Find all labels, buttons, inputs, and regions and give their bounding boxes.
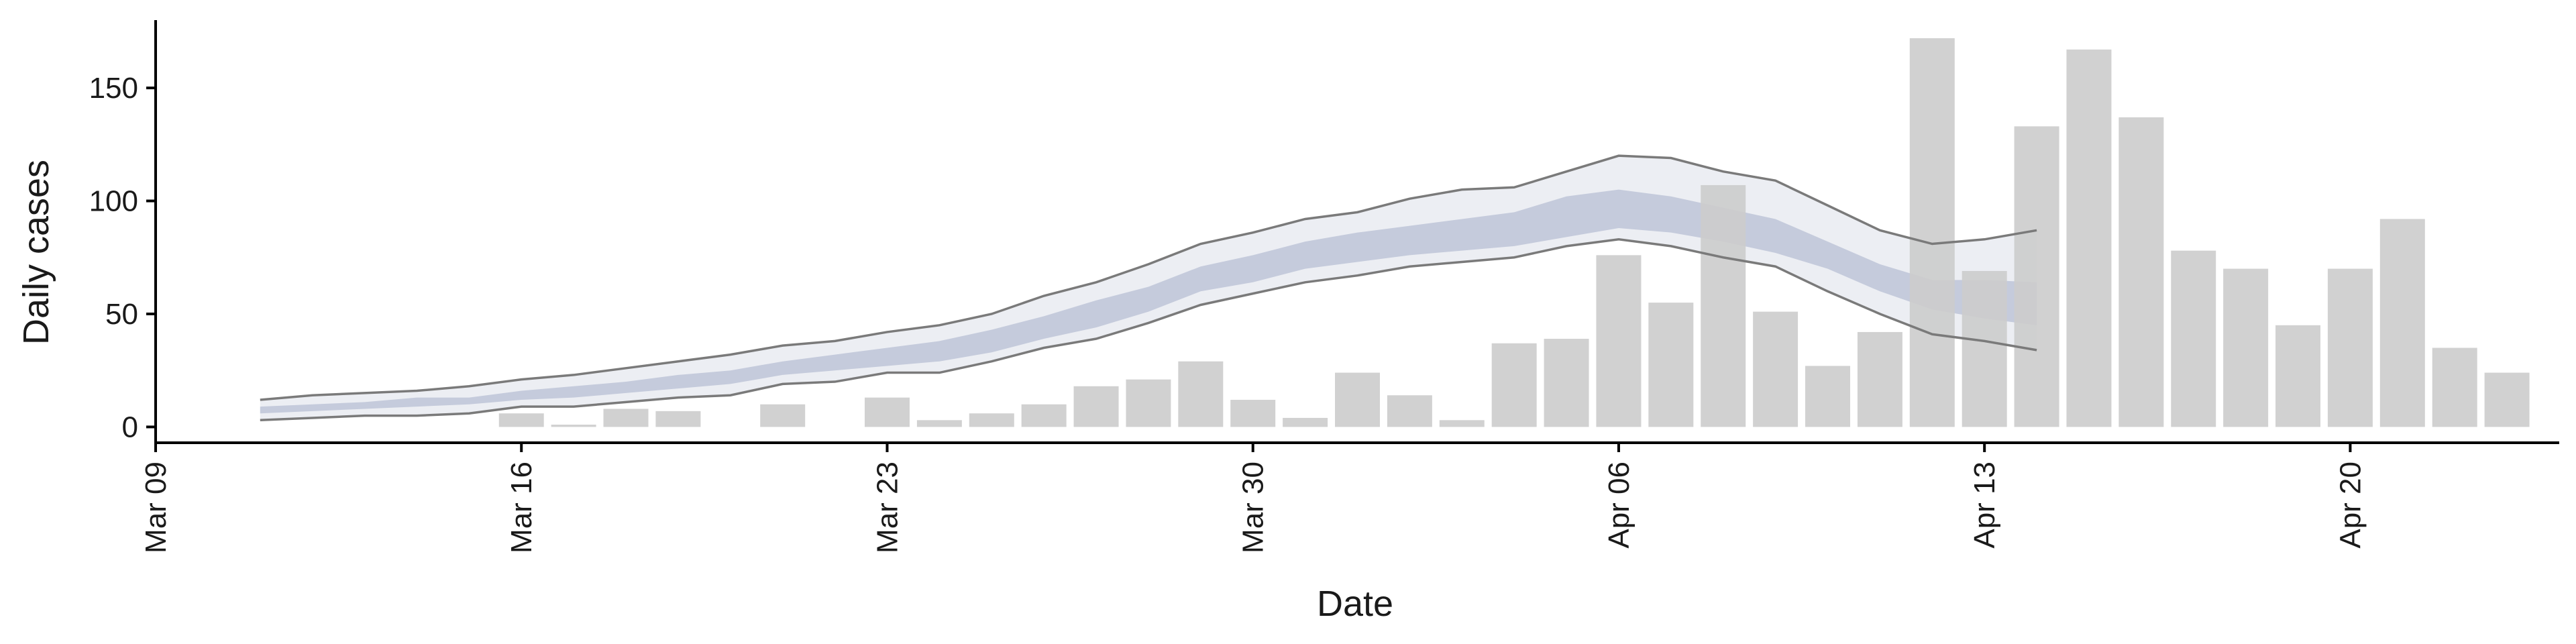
x-axis-title: Date bbox=[1317, 584, 1393, 624]
y-tick-label-100: 100 bbox=[89, 185, 138, 218]
y-axis-title: Daily cases bbox=[16, 160, 56, 345]
lower-bound-line bbox=[260, 238, 2037, 422]
bar-2020-03-17 bbox=[551, 425, 596, 427]
x-tick-label-2020-03-30: Mar 30 bbox=[1237, 462, 1270, 553]
x-tick-label-2020-04-06: Apr 06 bbox=[1603, 462, 1635, 549]
bar-2020-04-11 bbox=[1857, 331, 1902, 427]
bar-2020-04-06 bbox=[1596, 255, 1642, 427]
bar-2020-03-19 bbox=[655, 411, 701, 427]
bar-2020-03-23 bbox=[864, 397, 910, 427]
bar-2020-04-01 bbox=[1335, 372, 1380, 427]
bar-2020-04-19 bbox=[2275, 325, 2321, 427]
x-tick-label-2020-03-16: Mar 16 bbox=[505, 462, 538, 553]
bar-2020-04-21 bbox=[2379, 219, 2425, 427]
y-tick-label-50: 50 bbox=[105, 298, 138, 331]
bar-2020-04-02 bbox=[1387, 395, 1432, 427]
bar-2020-04-15 bbox=[2066, 49, 2112, 427]
x-tick-label-2020-04-13: Apr 13 bbox=[1968, 462, 2001, 549]
bar-2020-03-29 bbox=[1178, 361, 1224, 427]
axis-layer: 0 50 100 150 Mar 09 Mar 16 Mar 23 Mar 30 Apr 06 A… bbox=[89, 20, 2559, 553]
bar-2020-03-25 bbox=[969, 413, 1014, 427]
bar-2020-04-22 bbox=[2432, 347, 2477, 427]
bar-2020-04-05 bbox=[1544, 339, 1589, 427]
bar-2020-04-13 bbox=[1962, 270, 2007, 427]
bar-2020-04-14 bbox=[2014, 126, 2059, 427]
bar-2020-04-20 bbox=[2327, 268, 2373, 427]
bar-2020-04-08 bbox=[1701, 184, 1746, 427]
bar-2020-04-09 bbox=[1753, 311, 1799, 427]
bar-2020-04-04 bbox=[1491, 343, 1537, 427]
band-50-area bbox=[260, 189, 2037, 414]
bar-2020-04-12 bbox=[1909, 38, 1955, 427]
bar-2020-03-30 bbox=[1230, 399, 1276, 427]
bar-2020-04-03 bbox=[1439, 420, 1485, 427]
bar-2020-03-26 bbox=[1021, 404, 1067, 427]
bound-line-layer bbox=[260, 154, 2037, 422]
y-tick-label-150: 150 bbox=[89, 72, 138, 105]
bar-2020-03-24 bbox=[916, 420, 962, 427]
bar-2020-04-07 bbox=[1648, 303, 1694, 427]
bar-2020-03-18 bbox=[603, 409, 649, 427]
bar-2020-04-10 bbox=[1805, 366, 1851, 427]
x-tick-label-2020-03-09: Mar 09 bbox=[140, 462, 172, 553]
bar-2020-04-18 bbox=[2223, 268, 2269, 427]
bar-2020-04-23 bbox=[2484, 372, 2530, 427]
upper-bound-line bbox=[260, 154, 2037, 401]
bar-2020-03-16 bbox=[498, 413, 544, 427]
x-tick-label-2020-03-23: Mar 23 bbox=[871, 462, 904, 553]
bar-2020-03-28 bbox=[1126, 379, 1171, 427]
y-tick-label-0: 0 bbox=[122, 411, 138, 443]
x-tick-label-2020-04-20: Apr 20 bbox=[2334, 462, 2367, 549]
bar-2020-03-27 bbox=[1073, 386, 1119, 427]
bar-2020-04-17 bbox=[2171, 250, 2216, 427]
bar-layer bbox=[498, 38, 2530, 427]
bar-2020-04-16 bbox=[2118, 117, 2164, 427]
bar-2020-03-21 bbox=[760, 404, 806, 427]
bar-2020-03-31 bbox=[1283, 417, 1328, 427]
forecast-band-layer bbox=[260, 156, 2037, 421]
